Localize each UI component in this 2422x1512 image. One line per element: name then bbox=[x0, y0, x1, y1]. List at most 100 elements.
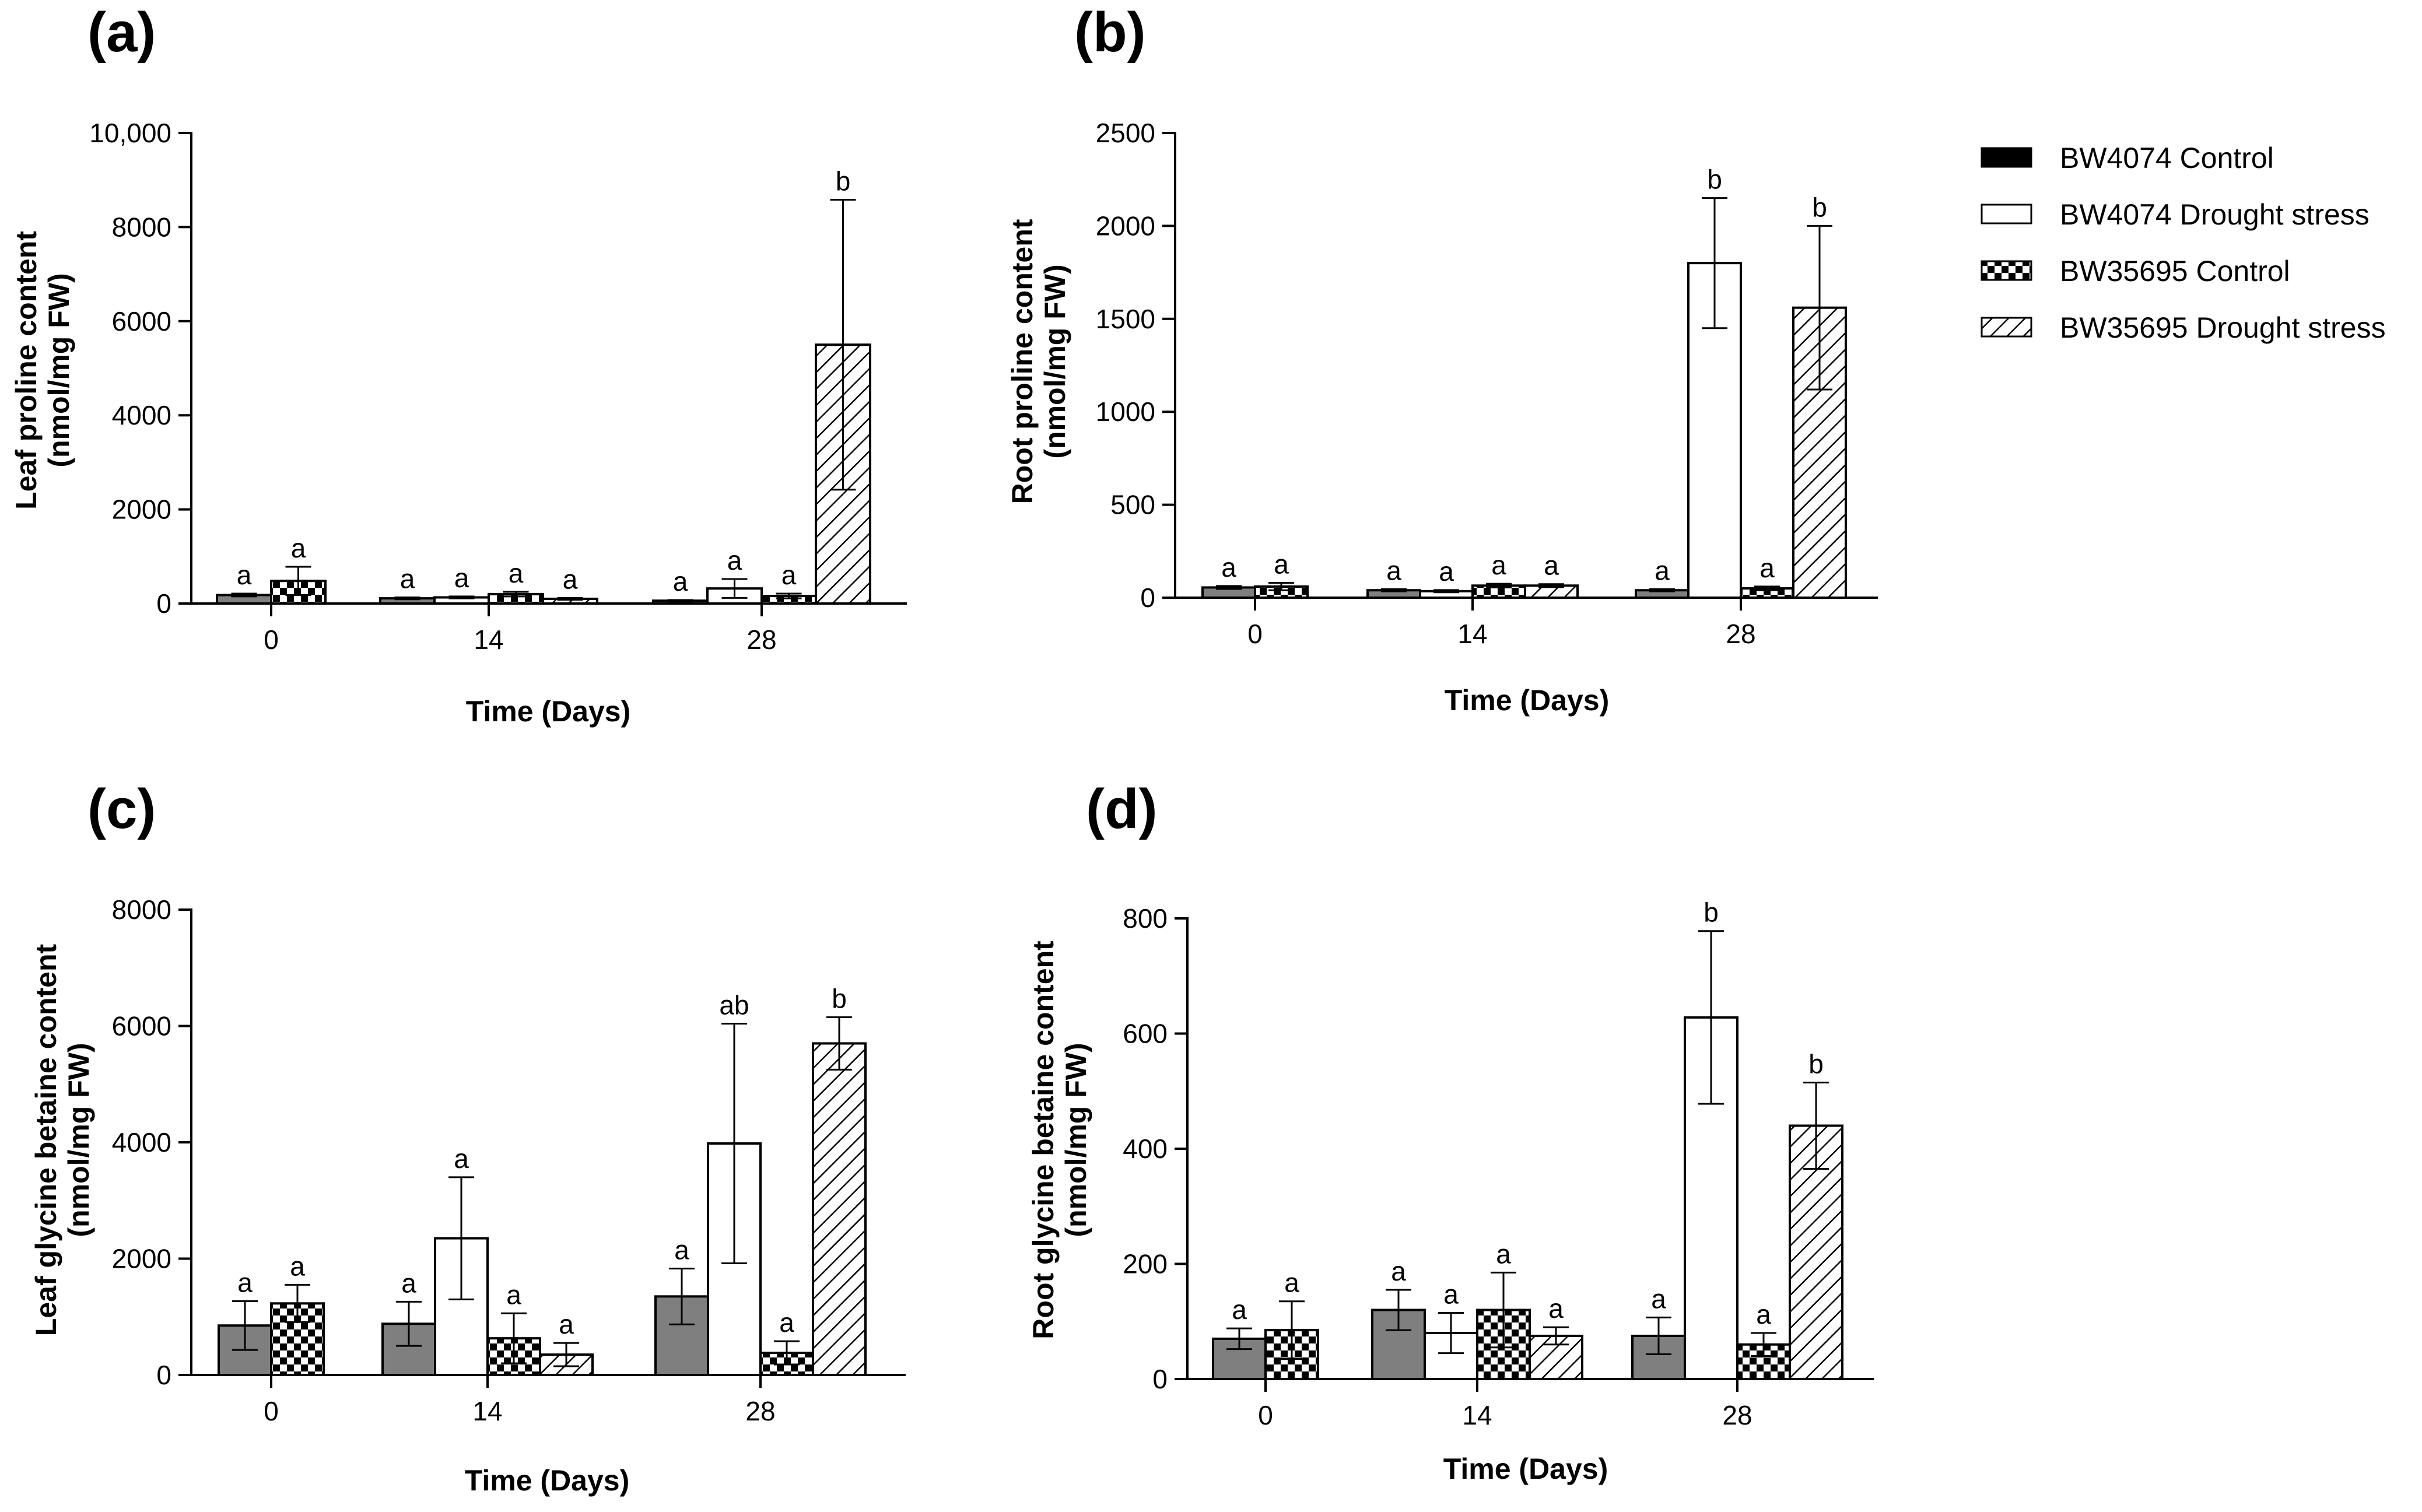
significance-label: a bbox=[779, 1307, 794, 1338]
y-tick-label: 6000 bbox=[112, 306, 171, 336]
bar bbox=[1529, 1334, 1583, 1380]
legend-swatch-bw35695-drought bbox=[1981, 317, 2032, 338]
legend-label: BW35695 Control bbox=[2060, 255, 2290, 287]
significance-label: b bbox=[1704, 897, 1719, 928]
y-axis-title-line1: Root proline content bbox=[1006, 219, 1039, 504]
y-tick-label: 10,000 bbox=[89, 118, 171, 148]
panel-label: (a) bbox=[87, 1, 156, 64]
y-tick-label: 400 bbox=[1123, 1134, 1168, 1164]
significance-label: a bbox=[781, 560, 797, 590]
significance-label: b bbox=[832, 984, 847, 1014]
y-tick-label: 0 bbox=[1140, 583, 1155, 613]
legend-item: BW4074 Control bbox=[1981, 142, 2274, 174]
x-tick-label: 0 bbox=[1247, 619, 1263, 649]
significance-label: a bbox=[400, 564, 415, 594]
significance-label: a bbox=[1548, 1293, 1564, 1324]
significance-label: a bbox=[237, 1267, 253, 1297]
y-tick-label: 0 bbox=[156, 1360, 171, 1390]
significance-label: a bbox=[1491, 550, 1506, 580]
significance-label: a bbox=[1496, 1239, 1511, 1269]
x-tick-label: 14 bbox=[1462, 1400, 1492, 1430]
chart-area: 0 200 400 600 800 0 14 28 a a a a a a a b a b bbox=[1123, 897, 1874, 1430]
y-tick-label: 500 bbox=[1110, 490, 1155, 520]
legend: BW4074 Control BW4074 Drought stress BW3… bbox=[1981, 142, 2386, 344]
y-tick-label: 1500 bbox=[1096, 304, 1155, 334]
y-tick-label: 6000 bbox=[112, 1011, 171, 1041]
y-tick-label: 1000 bbox=[1096, 397, 1155, 427]
significance-label: a bbox=[1221, 552, 1236, 583]
x-axis-title: Time (Days) bbox=[1443, 1453, 1608, 1485]
y-axis-title-line2: (nmol/mg FW) bbox=[43, 273, 75, 467]
bar bbox=[812, 1042, 867, 1377]
significance-label: b bbox=[1812, 192, 1827, 222]
significance-label: a bbox=[1544, 550, 1559, 581]
significance-label: a bbox=[1759, 553, 1775, 583]
panel-d: (d) 0 200 400 600 800 0 14 28 a a a a a a a b a b Root gl… bbox=[1027, 778, 1874, 1485]
y-axis-title-line1: Leaf glycine betaine content bbox=[30, 943, 62, 1336]
y-axis-title-line2: (nmol/mg FW) bbox=[1060, 1043, 1092, 1237]
y-tick-label: 200 bbox=[1123, 1249, 1168, 1279]
significance-label: a bbox=[674, 1234, 689, 1265]
significance-label: a bbox=[506, 1279, 521, 1310]
significance-label: a bbox=[1274, 549, 1289, 579]
panel-a: (a) 0 2000 4000 6000 8000 10,000 0 14 28 a a a a a a a a… bbox=[10, 1, 907, 728]
legend-label: BW4074 Control bbox=[2060, 142, 2274, 174]
y-tick-label: 0 bbox=[156, 588, 171, 619]
significance-label: a bbox=[1386, 555, 1401, 585]
significance-label: a bbox=[509, 558, 524, 588]
significance-label: a bbox=[237, 560, 252, 590]
significance-label: a bbox=[454, 563, 469, 593]
significance-label: a bbox=[563, 564, 578, 594]
chart-area: 0 2000 4000 6000 8000 10,000 0 14 28 a a a a a a a a a b bbox=[89, 118, 907, 655]
significance-label: a bbox=[1443, 1279, 1459, 1309]
y-axis-title-line2: (nmol/mg FW) bbox=[1039, 264, 1071, 458]
significance-label: b bbox=[836, 166, 851, 197]
legend-swatch-bw4074-control bbox=[1981, 147, 2032, 168]
x-tick-label: 28 bbox=[1722, 1400, 1752, 1430]
significance-label: a bbox=[291, 533, 306, 563]
panel-label: (b) bbox=[1074, 1, 1146, 64]
y-tick-label: 2000 bbox=[112, 494, 171, 525]
legend-label: BW4074 Drought stress bbox=[2060, 198, 2370, 231]
significance-label: a bbox=[1756, 1299, 1771, 1329]
y-tick-label: 2000 bbox=[1096, 211, 1155, 241]
significance-label: a bbox=[727, 545, 742, 576]
significance-label: a bbox=[1655, 555, 1670, 585]
legend-swatch-bw35695-control bbox=[1981, 260, 2032, 281]
x-tick-label: 0 bbox=[264, 1396, 279, 1426]
significance-label: a bbox=[673, 566, 688, 597]
y-tick-label: 800 bbox=[1123, 903, 1168, 934]
significance-label: a bbox=[1232, 1295, 1247, 1325]
significance-label: a bbox=[290, 1251, 305, 1281]
significance-label: a bbox=[1651, 1283, 1666, 1314]
x-tick-label: 0 bbox=[264, 625, 279, 655]
y-tick-label: 4000 bbox=[112, 400, 171, 430]
y-axis-title-line1: Root glycine betaine content bbox=[1027, 941, 1060, 1339]
significance-label: a bbox=[454, 1143, 469, 1174]
y-axis-title-line1: Leaf proline content bbox=[10, 231, 43, 510]
significance-label: a bbox=[559, 1309, 574, 1339]
y-tick-label: 0 bbox=[1152, 1364, 1168, 1394]
x-tick-label: 28 bbox=[745, 1396, 775, 1426]
legend-item: BW4074 Drought stress bbox=[1981, 198, 2370, 231]
legend-swatch-bw4074-drought bbox=[1981, 204, 2032, 224]
chart-area: 0 500 1000 1500 2000 2500 0 14 28 a a a a a a a b a b bbox=[1096, 118, 1878, 649]
x-tick-label: 14 bbox=[472, 1396, 502, 1426]
legend-item: BW35695 Control bbox=[1981, 255, 2290, 287]
significance-label: b bbox=[1707, 164, 1722, 195]
x-axis-title: Time (Days) bbox=[465, 1464, 630, 1497]
y-tick-label: 2500 bbox=[1096, 118, 1155, 148]
significance-label: b bbox=[1808, 1048, 1824, 1079]
x-tick-label: 28 bbox=[1726, 619, 1755, 649]
significance-label: a bbox=[401, 1268, 416, 1298]
x-tick-label: 28 bbox=[746, 625, 776, 655]
y-tick-label: 600 bbox=[1123, 1019, 1168, 1049]
y-tick-label: 2000 bbox=[112, 1244, 171, 1274]
x-axis-title: Time (Days) bbox=[466, 695, 631, 728]
y-tick-label: 8000 bbox=[112, 894, 171, 925]
x-tick-label: 0 bbox=[1258, 1400, 1273, 1430]
